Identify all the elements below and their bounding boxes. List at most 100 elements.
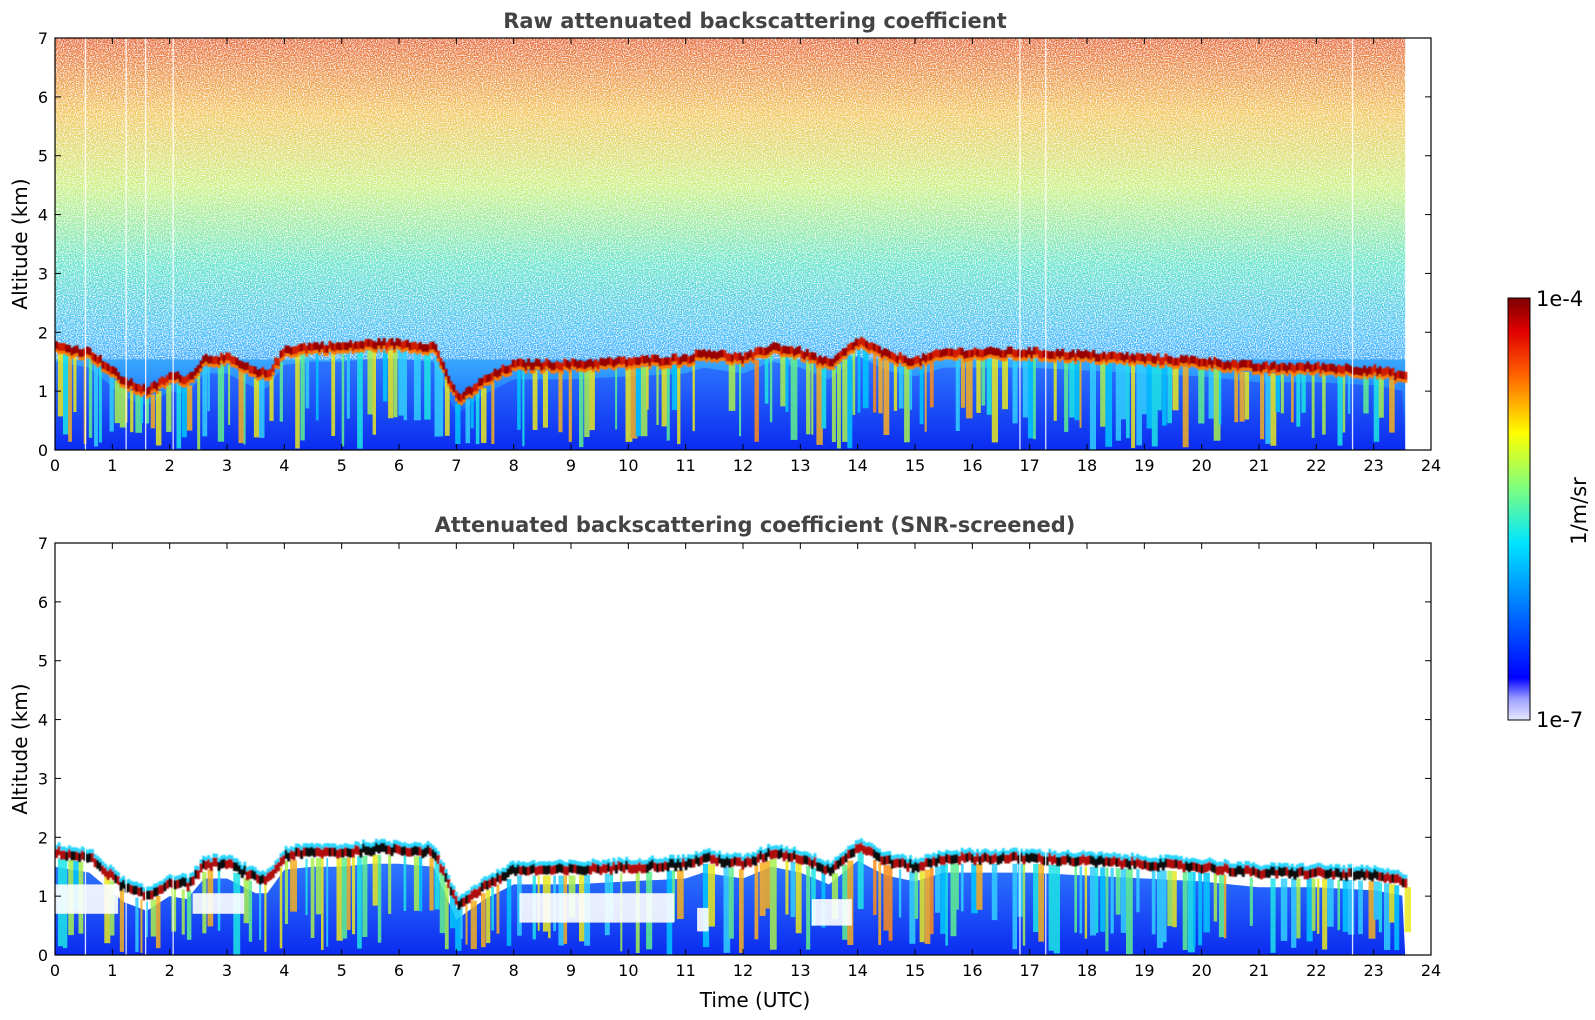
top-cloud-core [215,355,218,364]
top-cloud-core [160,376,164,385]
top-cloud-edge [442,369,445,373]
bot-cloud-edge [318,843,322,849]
bot-cloud-core [692,858,696,868]
bot-cloud-core [1025,852,1029,862]
top-y-tick-label: 7 [38,29,48,48]
bot-x-tick-label: 22 [1306,961,1326,980]
top-cloud-edge [681,362,685,366]
top-cloud-core [666,357,670,366]
top-cloud-core [937,349,941,358]
bot-cloud-core [632,864,636,874]
top-cloud-edge [1241,367,1245,371]
top-cloud-edge [369,347,373,351]
bot-cloud-core [202,859,206,869]
top-cloud-edge [1123,362,1127,366]
top-plume [1146,364,1152,429]
top-x-axis: 0 1 2 3 4 5 6 7 8 9 10 11 12 13 14 15 16 17 18 19 20 21 22 23 24 [50,38,1441,475]
top-cloud-core [803,351,807,360]
top-cloud-core [217,356,221,365]
bot-cloud-core [1298,867,1302,877]
bot-cloud-edge [98,858,102,864]
bot-cloud-core [710,854,714,864]
top-cloud-edge [163,385,167,389]
bot-cloud-edge [1210,859,1214,864]
bot-cloud-edge [607,858,611,864]
top-cloud-edge [467,394,471,398]
top-cloud-core [1058,350,1062,359]
top-plume [584,369,590,437]
bot-cloud-edge [338,844,342,850]
bot-cloud-core [576,865,580,875]
top-cloud-edge [578,368,582,371]
bot-cloud-core [1345,872,1348,881]
bot-cloud-core [679,861,683,871]
top-cloud-core [1156,353,1160,362]
top-plume [1089,361,1096,450]
top-cloud-core [165,374,169,383]
top-cloud-core [240,361,244,370]
top-cloud-core [111,366,115,375]
top-cloud-core [1334,366,1338,375]
bot-cloud-core [767,847,771,857]
bot-cloud-core [937,854,941,864]
top-cloud-edge [1308,372,1312,376]
bot-cloud-core [385,845,389,855]
top-cloud-core [1208,357,1212,366]
top-y-axis-label: Altitude (km) [8,178,32,309]
top-cloud-core [276,358,280,367]
top-plume [300,354,305,441]
top-cloud-edge [911,366,915,369]
top-cloud-core [181,376,185,385]
top-cloud-core [248,365,252,374]
top-cloud-edge [114,376,118,379]
top-cloud-core [609,357,613,366]
bot-cloud-edge [571,860,574,866]
top-cloud-edge [1159,365,1163,369]
top-cloud-edge [245,370,249,374]
top-cloud-edge [1228,370,1232,373]
top-cloud-core [387,339,391,348]
top-cloud-edge [1203,366,1207,370]
top-cloud-edge [700,358,703,362]
bot-cloud-edge [1388,870,1392,876]
bot-plume [1017,863,1025,917]
top-cloud-core [184,376,187,385]
bot-plume [264,884,267,952]
top-cloud-core [1035,346,1039,355]
bot-cloud-edge [772,845,776,851]
bot-cloud-edge [1378,868,1382,873]
bot-screened-gap [519,893,675,923]
top-cloud-core [1321,362,1325,371]
top-cloud-core [1296,362,1299,371]
top-cloud-edge [1115,361,1119,365]
top-cloud-edge [883,356,887,360]
bot-cloud-edge [184,873,187,879]
top-cloud-core [426,344,430,353]
bot-cloud-core [511,864,515,874]
top-cloud-edge [663,365,667,369]
top-cloud-core [568,361,572,370]
top-cloud-edge [150,390,154,394]
top-plume [1322,373,1326,435]
top-cloud-edge [382,345,386,349]
top-cloud-edge [867,350,871,354]
bot-cloud-edge [529,861,533,867]
top-cloud-core [942,348,946,357]
top-cloud-edge [712,358,716,362]
bot-cloud-edge [460,894,464,900]
bot-plume [971,863,978,914]
bot-cloud-core [542,865,546,875]
top-plume [857,347,861,413]
top-cloud-core [333,343,337,352]
bot-cloud-core [1197,863,1201,873]
bot-cloud-core [173,880,177,890]
top-cloud-edge [313,350,316,354]
top-cloud-edge [1221,369,1225,373]
bot-cloud-edge [741,856,745,862]
top-cloud-edge [1004,357,1008,361]
top-cloud-edge [723,358,727,362]
top-cloud-core [558,362,562,371]
top-cloud-edge [810,360,814,363]
bot-plume [1095,867,1099,933]
bot-cloud-core [1099,855,1103,865]
